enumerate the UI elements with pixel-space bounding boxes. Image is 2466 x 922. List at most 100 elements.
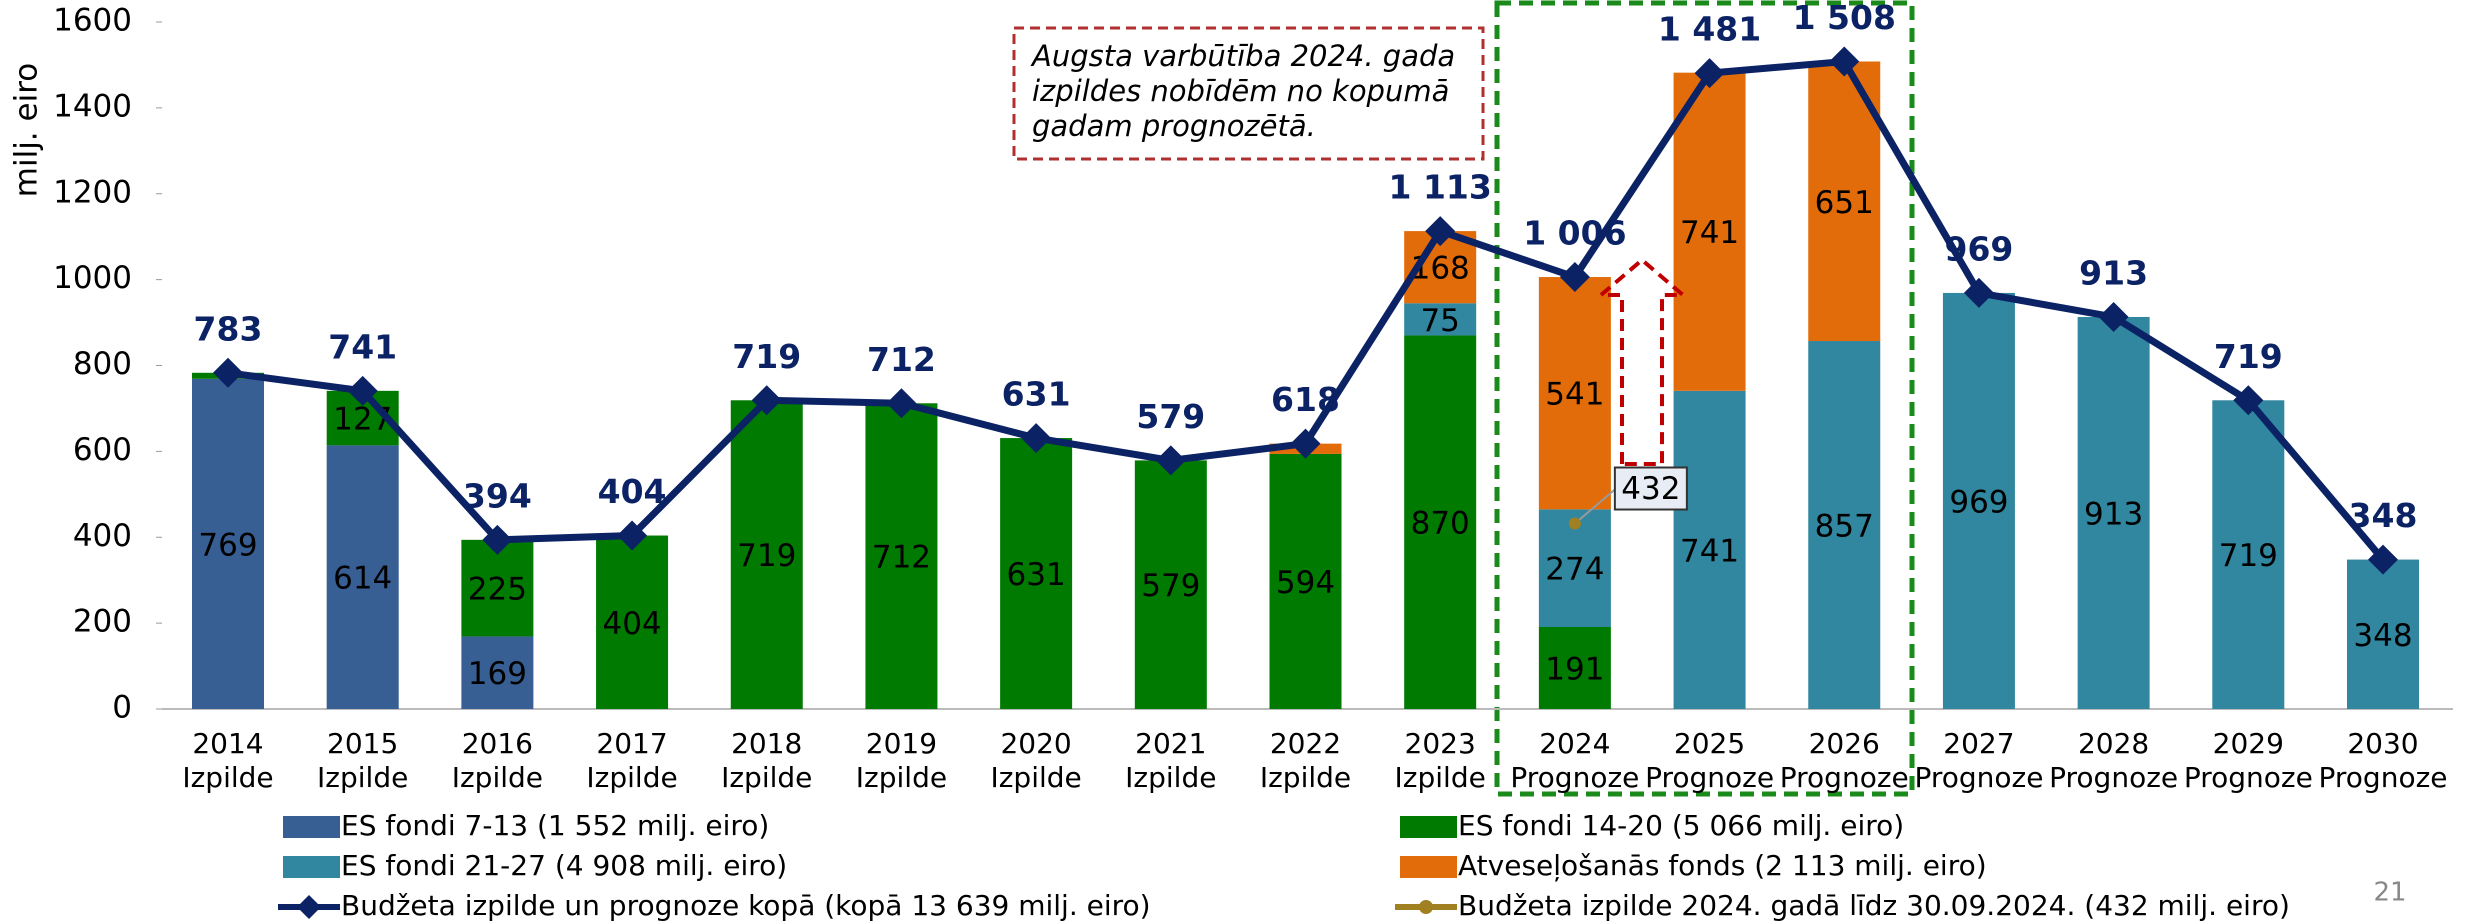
- segment-label: 348: [2353, 618, 2412, 654]
- highlight-box: [1494, 0, 1915, 797]
- x-tick-sublabel: Izpilde: [317, 761, 408, 794]
- bar-segment: [1134, 460, 1207, 709]
- segment-label: 870: [1411, 506, 1470, 542]
- segment-label: 719: [2219, 538, 2278, 574]
- segment-label: 614: [333, 561, 392, 597]
- y-tick-label: 1600: [53, 3, 132, 39]
- segment-label: 274: [1545, 552, 1604, 588]
- legend-swatch: [1419, 900, 1433, 914]
- legend-swatch: [1400, 816, 1457, 838]
- x-tick-label: 2028: [2078, 727, 2149, 760]
- x-tick-sublabel: Prognoze: [2184, 761, 2313, 794]
- bar-segment: [326, 445, 399, 709]
- segment-label: 169: [468, 656, 527, 692]
- x-tick-label: 2015: [327, 727, 398, 760]
- legend-swatch: [1400, 856, 1457, 878]
- x-tick-sublabel: Izpilde: [586, 761, 677, 794]
- segment-label: 225: [468, 572, 527, 608]
- x-tick-sublabel: Prognoze: [2049, 761, 2178, 794]
- segment-label: 712: [872, 540, 931, 576]
- data-label: 719: [732, 337, 801, 376]
- data-label: 404: [598, 472, 667, 511]
- line-marker: [2368, 544, 2398, 575]
- line-marker: [1425, 216, 1456, 247]
- line-marker: [347, 375, 378, 406]
- x-tick-label: 2027: [1943, 727, 2014, 760]
- callout-label: 432: [1621, 471, 1680, 507]
- line-marker: [1963, 277, 1994, 308]
- data-label: 783: [194, 309, 263, 348]
- x-tick-sublabel: Prognoze: [1645, 761, 1774, 794]
- line-marker: [2233, 385, 2264, 416]
- legend-swatch: [283, 816, 340, 838]
- y-tick-label: 200: [73, 604, 132, 640]
- legend-label: ES fondi 14-20 (5 066 milj. eiro): [1458, 809, 1904, 842]
- point-marker: [1568, 517, 1581, 530]
- y-axis-label: milj. eiro: [9, 63, 45, 197]
- line-marker: [1559, 262, 1590, 293]
- segment-label: 769: [198, 527, 257, 563]
- data-label: 741: [328, 327, 397, 366]
- bar-segment: [1000, 438, 1073, 709]
- line-marker: [617, 520, 648, 551]
- legend-label: ES fondi 7-13 (1 552 milj. eiro): [341, 809, 769, 842]
- bar-segment: [1673, 72, 1746, 391]
- data-label: 631: [1002, 375, 1071, 414]
- segment-label: 127: [333, 402, 392, 438]
- x-tick-sublabel: Prognoze: [1914, 761, 2043, 794]
- line-marker: [751, 385, 782, 416]
- bar-segment: [1404, 303, 1477, 336]
- segment-label: 969: [1949, 484, 2008, 520]
- arrow: [1595, 257, 1689, 466]
- data-label: 1 481: [1658, 10, 1761, 49]
- segment-label: 594: [1276, 565, 1335, 601]
- annotation-box: [1012, 26, 1485, 161]
- data-label: 579: [1136, 397, 1205, 436]
- line-marker: [1694, 58, 1725, 89]
- x-tick-label: 2023: [1405, 727, 1476, 760]
- legend-label: Budžeta izpilde un prognoze kopā (kopā 1…: [341, 889, 1151, 922]
- bar-segment: [1269, 453, 1342, 709]
- segment-label: 75: [1420, 303, 1459, 339]
- segment-label: 651: [1815, 185, 1874, 221]
- segment-label: 631: [1007, 557, 1066, 593]
- data-label: 1 508: [1793, 0, 1896, 37]
- bar-segment: [2212, 400, 2285, 709]
- bar-segment: [1942, 292, 2015, 709]
- line-marker: [886, 388, 917, 419]
- annotation: Augsta varbūtība 2024. gada: [1030, 39, 1455, 73]
- data-label: 1 006: [1523, 214, 1626, 253]
- legend-label: ES fondi 21-27 (4 908 milj. eiro): [341, 849, 787, 882]
- x-tick-label: 2016: [462, 727, 533, 760]
- legend-swatch: [283, 856, 340, 878]
- x-tick-sublabel: Izpilde: [856, 761, 947, 794]
- x-tick-label: 2026: [1809, 727, 1880, 760]
- line-marker: [482, 524, 513, 555]
- line-marker: [2098, 301, 2129, 332]
- bar-segment: [461, 636, 534, 709]
- x-tick-sublabel: Izpilde: [452, 761, 543, 794]
- data-label: 348: [2349, 496, 2418, 535]
- segment-label: 913: [2084, 496, 2143, 532]
- x-tick-label: 2019: [866, 727, 937, 760]
- x-tick-label: 2017: [596, 727, 667, 760]
- y-tick-label: 0: [112, 690, 132, 726]
- x-tick-sublabel: Izpilde: [1125, 761, 1216, 794]
- bar-segment: [1538, 277, 1611, 510]
- bar-segment: [596, 535, 669, 709]
- data-label: 1 113: [1389, 168, 1492, 207]
- y-tick-label: 600: [73, 432, 132, 468]
- data-label: 394: [463, 476, 532, 515]
- bar-segment: [1673, 390, 1746, 709]
- bar-segment: [1404, 335, 1477, 709]
- x-tick-sublabel: Izpilde: [990, 761, 1081, 794]
- legend-label: Atveseļošanās fonds (2 113 milj. eiro): [1458, 849, 1987, 882]
- bar-segment: [461, 539, 534, 637]
- x-tick-sublabel: Prognoze: [2319, 761, 2448, 794]
- bar-segment: [730, 400, 803, 709]
- annotation: izpildes nobīdēm no kopumā: [1032, 74, 1449, 108]
- segment-label: 857: [1815, 509, 1874, 545]
- x-tick-sublabel: Izpilde: [1395, 761, 1486, 794]
- y-tick-label: 1400: [53, 88, 132, 124]
- line-marker: [1290, 428, 1321, 459]
